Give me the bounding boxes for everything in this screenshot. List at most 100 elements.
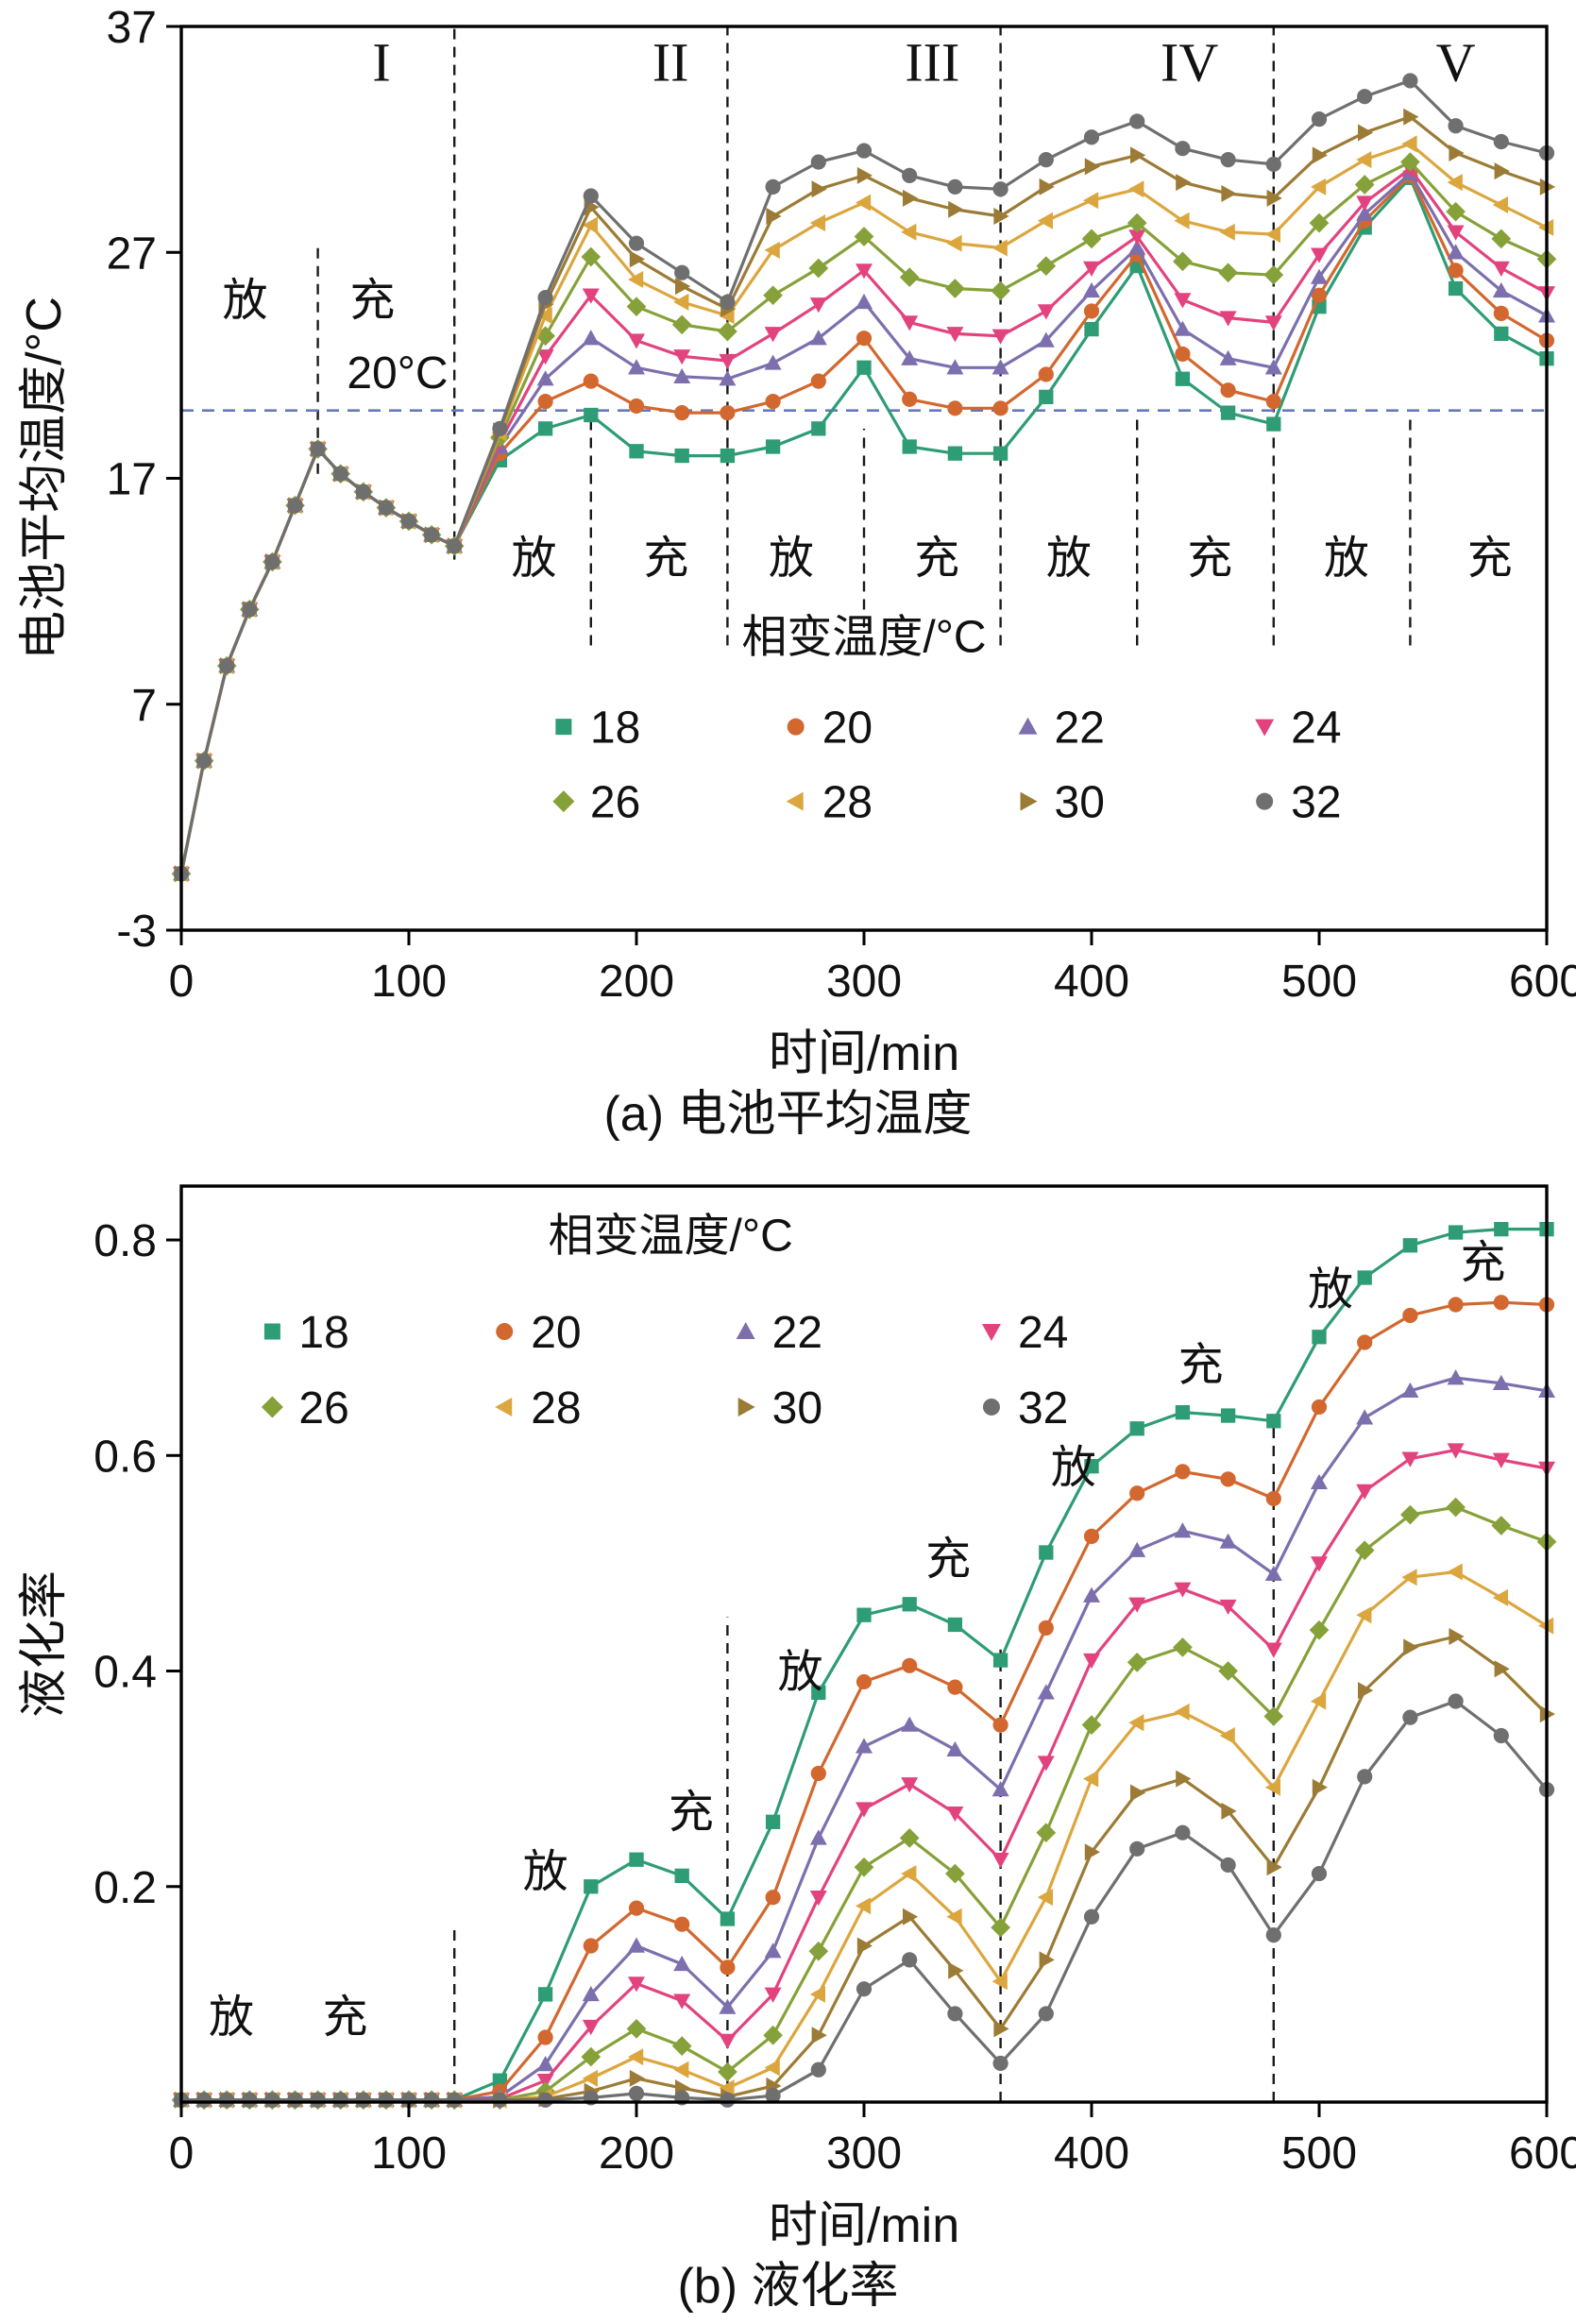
series-18-markers bbox=[174, 1221, 1554, 2108]
marker-diamond bbox=[1218, 1661, 1238, 1681]
marker-triangle-left bbox=[901, 1865, 917, 1883]
marker-diamond bbox=[261, 1396, 283, 1418]
marker-circle bbox=[1129, 1841, 1145, 1857]
marker-circle bbox=[1402, 1709, 1418, 1725]
marker-circle bbox=[583, 188, 599, 204]
marker-triangle-down bbox=[1264, 1642, 1282, 1658]
marker-diamond bbox=[1081, 1715, 1102, 1735]
phase-label: 放 bbox=[222, 276, 267, 326]
marker-triangle-left bbox=[1037, 1889, 1053, 1907]
marker-triangle-up bbox=[1492, 281, 1510, 298]
legend-item-label: 32 bbox=[1018, 1383, 1068, 1433]
marker-circle bbox=[1493, 133, 1509, 150]
legend-item-label: 22 bbox=[1055, 704, 1105, 754]
marker-circle bbox=[378, 500, 394, 516]
series-28-line bbox=[181, 1569, 1548, 2102]
marker-triangle-left bbox=[582, 2069, 598, 2087]
cycle-numeral: IV bbox=[1161, 31, 1218, 93]
marker-triangle-down bbox=[991, 1853, 1009, 1869]
marker-circle bbox=[1493, 1727, 1509, 1744]
marker-triangle-down bbox=[809, 1890, 827, 1907]
marker-circle bbox=[1256, 792, 1274, 810]
marker-triangle-up bbox=[1356, 205, 1374, 221]
marker-circle bbox=[196, 2092, 212, 2108]
marker-circle bbox=[1357, 89, 1373, 105]
marker-circle bbox=[310, 2092, 326, 2108]
marker-triangle-left bbox=[628, 2048, 644, 2066]
marker-diamond bbox=[718, 2061, 737, 2082]
legend-item-label: 32 bbox=[1291, 778, 1341, 828]
legend-item-32: 32 bbox=[1256, 778, 1342, 828]
y-tick-label: 0.6 bbox=[93, 1432, 157, 1482]
marker-triangle-left bbox=[719, 2079, 735, 2097]
marker-diamond bbox=[899, 1828, 920, 1848]
marker-triangle-left bbox=[1264, 1778, 1280, 1796]
marker-circle bbox=[219, 657, 235, 674]
marker-triangle-down bbox=[1255, 719, 1275, 737]
y-axis-title: 液化率 bbox=[17, 1570, 72, 1718]
marker-triangle-left bbox=[536, 307, 552, 325]
marker-circle bbox=[400, 2092, 417, 2108]
marker-triangle-right bbox=[629, 2069, 645, 2087]
x-tick-label: 100 bbox=[371, 957, 447, 1007]
y-tick-label: 27 bbox=[107, 229, 157, 279]
marker-circle bbox=[1311, 110, 1328, 127]
marker-circle bbox=[242, 602, 258, 618]
marker-triangle-right bbox=[1449, 1628, 1465, 1646]
marker-triangle-right bbox=[1403, 1638, 1419, 1656]
legend-item-label: 24 bbox=[1291, 704, 1341, 754]
marker-triangle-up bbox=[1447, 1369, 1465, 1385]
marker-triangle-up bbox=[1447, 244, 1465, 260]
marker-triangle-up bbox=[582, 330, 600, 346]
chart-b-svg: 0 100 200 300 400 500 600 0.2 0.4 0.6 0.8 时间/min 液化率… bbox=[17, 1184, 1576, 2253]
legend-item-20: 20 bbox=[496, 1308, 582, 1358]
marker-diamond bbox=[854, 1857, 874, 1877]
marker-circle bbox=[1129, 113, 1145, 129]
marker-circle bbox=[1175, 1464, 1191, 1480]
marker-circle bbox=[902, 391, 918, 407]
marker-circle bbox=[1448, 1693, 1464, 1709]
phase-label: 充 bbox=[1467, 534, 1513, 584]
marker-circle bbox=[1311, 1399, 1328, 1416]
marker-circle bbox=[355, 2092, 371, 2108]
marker-circle bbox=[787, 718, 805, 736]
marker-triangle-left bbox=[1128, 1714, 1144, 1732]
series-24-markers bbox=[173, 161, 1555, 883]
marker-diamond bbox=[1354, 175, 1375, 195]
marker-square bbox=[1220, 405, 1236, 420]
marker-triangle-down bbox=[946, 327, 964, 343]
marker-triangle-up bbox=[1264, 359, 1282, 375]
marker-triangle-down bbox=[901, 315, 919, 331]
legend-title: 相变温度/°C bbox=[549, 1211, 793, 1261]
marker-diamond bbox=[535, 326, 555, 347]
marker-circle bbox=[1402, 1307, 1418, 1324]
legend-item-28: 28 bbox=[786, 778, 873, 828]
marker-triangle-left bbox=[1037, 212, 1053, 229]
marker-diamond bbox=[1263, 264, 1284, 285]
marker-circle bbox=[1175, 1824, 1191, 1841]
marker-square bbox=[629, 1852, 644, 1867]
marker-triangle-left bbox=[946, 234, 962, 252]
legend-item-18: 18 bbox=[263, 1308, 349, 1358]
marker-triangle-down bbox=[991, 329, 1009, 345]
marker-triangle-left bbox=[1083, 1770, 1099, 1788]
legend-item-label: 20 bbox=[531, 1308, 581, 1358]
x-tick-label: 200 bbox=[599, 957, 674, 1007]
marker-triangle-down bbox=[1128, 229, 1146, 246]
marker-triangle-right bbox=[1084, 1843, 1100, 1861]
marker-triangle-left bbox=[901, 223, 917, 241]
marker-triangle-down bbox=[1083, 261, 1100, 277]
marker-diamond bbox=[671, 314, 692, 335]
marker-square bbox=[537, 421, 553, 436]
marker-circle bbox=[1311, 287, 1328, 303]
marker-circle bbox=[1083, 129, 1100, 145]
phase-label: 充 bbox=[323, 1993, 368, 2043]
marker-triangle-down bbox=[856, 263, 873, 280]
marker-triangle-left bbox=[764, 2059, 780, 2077]
marker-triangle-up bbox=[901, 1716, 919, 1732]
phase-label: 充 bbox=[925, 1535, 971, 1585]
marker-circle bbox=[1493, 305, 1509, 321]
marker-triangle-left bbox=[809, 214, 825, 232]
marker-square bbox=[537, 1987, 553, 2002]
marker-circle bbox=[810, 373, 826, 389]
